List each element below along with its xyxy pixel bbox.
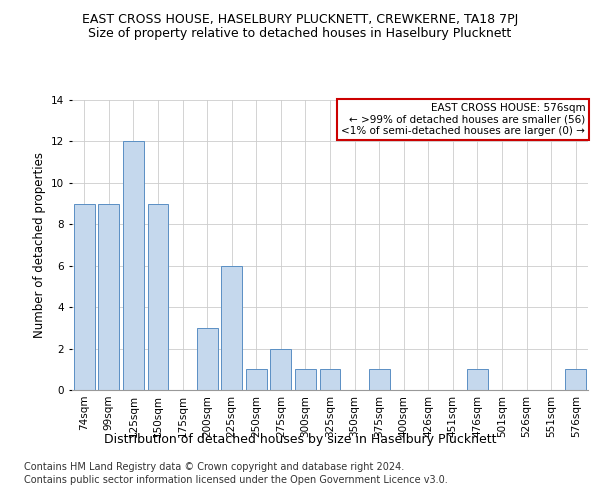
Bar	[565, 370, 586, 390]
Bar	[368, 370, 389, 390]
Bar	[148, 204, 169, 390]
Bar	[271, 348, 292, 390]
Bar	[197, 328, 218, 390]
Text: Contains HM Land Registry data © Crown copyright and database right 2024.: Contains HM Land Registry data © Crown c…	[24, 462, 404, 472]
Bar	[221, 266, 242, 390]
Bar	[123, 142, 144, 390]
Text: Size of property relative to detached houses in Haselbury Plucknett: Size of property relative to detached ho…	[88, 28, 512, 40]
Bar	[320, 370, 340, 390]
Bar	[98, 204, 119, 390]
Bar	[74, 204, 95, 390]
Bar	[467, 370, 488, 390]
Text: EAST CROSS HOUSE, HASELBURY PLUCKNETT, CREWKERNE, TA18 7PJ: EAST CROSS HOUSE, HASELBURY PLUCKNETT, C…	[82, 12, 518, 26]
Text: Distribution of detached houses by size in Haselbury Plucknett: Distribution of detached houses by size …	[104, 432, 496, 446]
Text: EAST CROSS HOUSE: 576sqm
← >99% of detached houses are smaller (56)
<1% of semi-: EAST CROSS HOUSE: 576sqm ← >99% of detac…	[341, 103, 585, 136]
Y-axis label: Number of detached properties: Number of detached properties	[32, 152, 46, 338]
Bar	[246, 370, 267, 390]
Bar	[295, 370, 316, 390]
Text: Contains public sector information licensed under the Open Government Licence v3: Contains public sector information licen…	[24, 475, 448, 485]
